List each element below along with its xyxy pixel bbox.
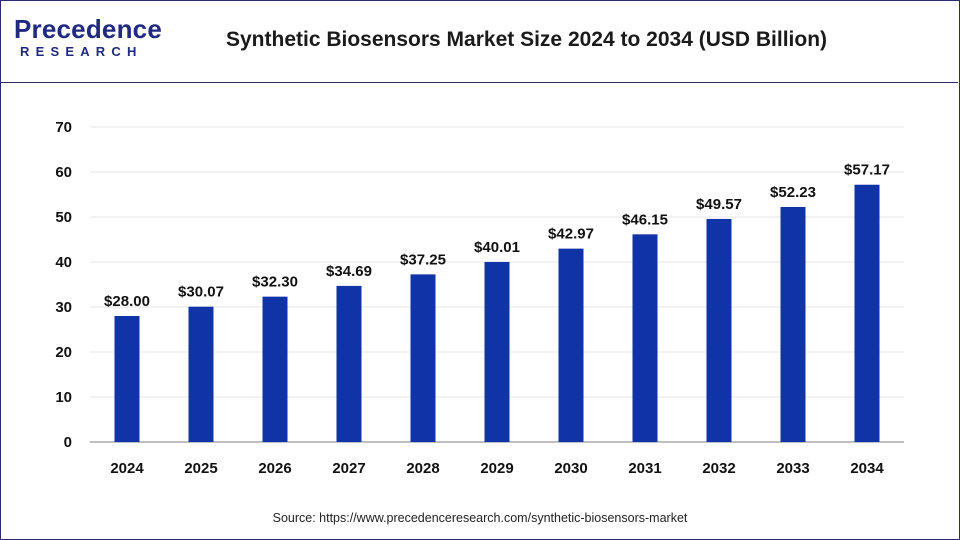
x-tick-label: 2025 xyxy=(184,460,217,477)
x-tick-label: 2026 xyxy=(258,460,291,477)
logo-wordmark: Precedence xyxy=(14,14,162,44)
x-tick-label: 2027 xyxy=(332,460,365,477)
bar xyxy=(262,296,288,442)
data-label: $42.97 xyxy=(548,226,594,243)
y-tick-label: 40 xyxy=(55,254,72,271)
data-label: $28.00 xyxy=(104,293,150,310)
bar xyxy=(188,306,214,442)
logo-subtext: RESEARCH xyxy=(20,44,143,59)
bar xyxy=(854,184,880,443)
x-tick-label: 2030 xyxy=(554,460,587,477)
y-tick-label: 30 xyxy=(55,299,72,316)
x-tick-label: 2028 xyxy=(406,460,439,477)
data-label: $40.01 xyxy=(474,239,520,256)
bar xyxy=(410,274,436,442)
bar xyxy=(706,218,732,442)
bar xyxy=(558,248,584,442)
x-tick-label: 2033 xyxy=(776,460,809,477)
bar xyxy=(336,285,362,442)
data-label: $32.30 xyxy=(252,274,298,291)
data-label: $57.17 xyxy=(844,162,890,179)
bar xyxy=(632,234,658,442)
x-tick-label: 2032 xyxy=(702,460,735,477)
data-label: $34.69 xyxy=(326,263,372,280)
x-tick-label: 2034 xyxy=(850,460,884,477)
y-tick-label: 0 xyxy=(64,434,72,451)
header: Precedence RESEARCH Synthetic Biosensors… xyxy=(0,0,958,83)
data-label: $46.15 xyxy=(622,211,668,228)
x-tick-label: 2024 xyxy=(110,460,144,477)
chart-title: Synthetic Biosensors Market Size 2024 to… xyxy=(226,28,828,51)
x-tick-label: 2029 xyxy=(480,460,513,477)
x-tick-label: 2031 xyxy=(628,460,661,477)
bar xyxy=(780,206,806,442)
y-tick-label: 50 xyxy=(55,209,72,226)
source-note: Source: https://www.precedenceresearch.c… xyxy=(272,511,688,525)
y-tick-label: 60 xyxy=(55,164,72,181)
data-label: $52.23 xyxy=(770,184,816,201)
bar xyxy=(484,261,510,442)
bar xyxy=(114,316,140,442)
data-label: $37.25 xyxy=(400,251,446,268)
precedence-research-logo: Precedence RESEARCH xyxy=(14,14,164,66)
data-label: $49.57 xyxy=(696,196,742,213)
data-label: $30.07 xyxy=(178,284,224,301)
y-tick-label: 70 xyxy=(55,119,72,136)
y-tick-label: 10 xyxy=(55,389,72,406)
y-tick-label: 20 xyxy=(55,344,72,361)
